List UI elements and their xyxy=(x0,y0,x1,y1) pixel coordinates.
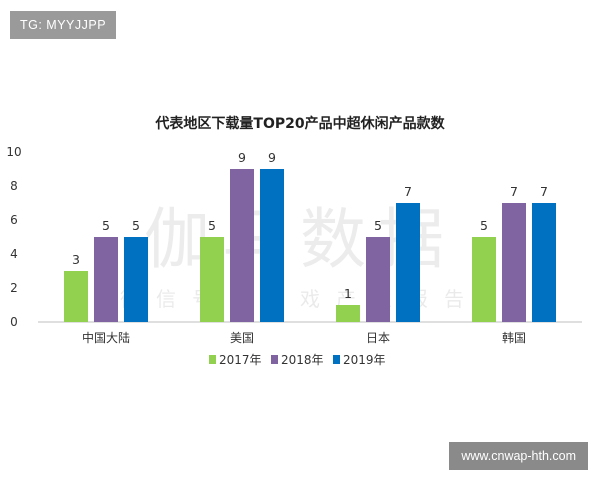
chart-title: 代表地区下载量TOP20产品中超休闲产品款数 xyxy=(154,115,445,132)
bar xyxy=(200,237,224,322)
legend-swatch xyxy=(271,355,278,364)
data-label: 7 xyxy=(510,184,518,199)
data-labels: 3 5 5 5 9 9 1 5 7 5 7 7 xyxy=(72,150,548,301)
data-label: 5 xyxy=(480,218,488,233)
bar xyxy=(230,169,254,322)
bar xyxy=(336,305,360,322)
data-label: 5 xyxy=(374,218,382,233)
site-badge: www.cnwap-hth.com xyxy=(449,442,588,470)
y-tick-label: 2 xyxy=(10,281,18,295)
data-label: 5 xyxy=(132,218,140,233)
tag-badge: TG: MYYJJPP xyxy=(10,11,117,39)
x-category-label: 韩国 xyxy=(502,330,526,345)
bar xyxy=(124,237,148,322)
legend-label: 2019年 xyxy=(343,353,386,367)
bar xyxy=(502,203,526,322)
data-label: 7 xyxy=(540,184,548,199)
y-tick-label: 8 xyxy=(10,179,18,193)
bar xyxy=(532,203,556,322)
bar xyxy=(472,237,496,322)
bar xyxy=(366,237,390,322)
data-label: 7 xyxy=(404,184,412,199)
data-label: 1 xyxy=(344,286,352,301)
legend-swatch xyxy=(209,355,216,364)
legend: 2017年 2018年 2019年 xyxy=(209,353,386,367)
legend-swatch xyxy=(333,355,340,364)
watermark-logo-text: 伽马数据 xyxy=(144,201,456,278)
bar xyxy=(94,237,118,322)
y-tick-label: 10 xyxy=(6,145,21,159)
y-tick-label: 4 xyxy=(10,247,18,261)
bar xyxy=(260,169,284,322)
legend-label: 2017年 xyxy=(219,353,262,367)
bar xyxy=(396,203,420,322)
y-tick-label: 0 xyxy=(10,315,18,329)
data-label: 5 xyxy=(102,218,110,233)
y-axis-ticks: 0 2 4 6 8 10 xyxy=(6,145,21,329)
bars xyxy=(64,169,556,322)
x-category-label: 美国 xyxy=(230,331,254,345)
data-label: 9 xyxy=(238,150,246,165)
data-label: 5 xyxy=(208,218,216,233)
bar xyxy=(64,271,88,322)
y-tick-label: 6 xyxy=(10,213,18,227)
watermark: 伽马数据 微信号：游戏产业报告 xyxy=(120,201,480,311)
x-category-label: 日本 xyxy=(366,331,390,345)
x-category-label: 中国大陆 xyxy=(82,330,130,345)
category-labels: 中国大陆 美国 日本 韩国 xyxy=(82,330,526,345)
data-label: 9 xyxy=(268,150,276,165)
watermark-subtext: 微信号：游戏产业报告 xyxy=(120,287,480,311)
data-label: 3 xyxy=(72,252,80,267)
legend-label: 2018年 xyxy=(281,353,324,367)
